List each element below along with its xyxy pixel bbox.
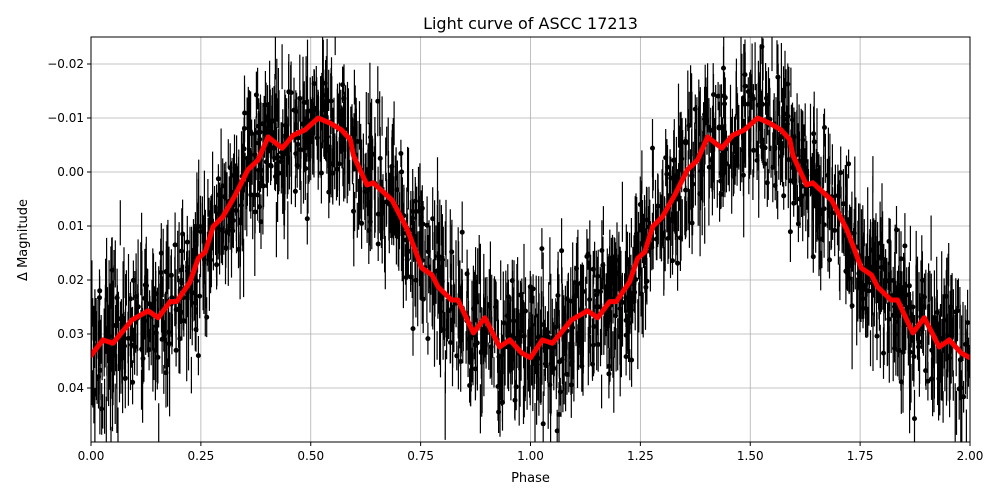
y-tick-label: −0.02 bbox=[47, 57, 84, 71]
x-tick-label: 1.25 bbox=[627, 449, 654, 463]
x-tick-label: 0.00 bbox=[78, 449, 105, 463]
x-tick-label: 1.50 bbox=[737, 449, 764, 463]
x-tick-label: 0.50 bbox=[297, 449, 324, 463]
y-tick-label: 0.03 bbox=[57, 327, 84, 341]
x-tick-label: 1.75 bbox=[847, 449, 874, 463]
y-tick-label: 0.00 bbox=[57, 165, 84, 179]
red-model-line bbox=[91, 115, 970, 361]
x-tick-label: 2.00 bbox=[957, 449, 984, 463]
y-axis-label: Δ Magnitude bbox=[16, 199, 31, 281]
x-axis-ticks: 0.00 0.25 0.50 0.75 1.00 1.25 1.50 1.75 2.00 bbox=[78, 442, 984, 463]
y-tick-label: 0.01 bbox=[57, 219, 84, 233]
chart-title: Light curve of ASCC 17213 bbox=[423, 14, 638, 33]
y-tick-label: −0.01 bbox=[47, 111, 84, 125]
y-tick-label: 0.04 bbox=[57, 381, 84, 395]
y-axis-ticks: −0.02 −0.01 0.00 0.01 0.02 0.03 0.04 bbox=[47, 57, 91, 395]
y-tick-label: 0.02 bbox=[57, 273, 84, 287]
x-tick-label: 0.25 bbox=[188, 449, 215, 463]
x-axis-label: Phase bbox=[511, 471, 550, 486]
x-tick-label: 1.00 bbox=[517, 449, 544, 463]
model-curve bbox=[91, 115, 970, 361]
x-tick-label: 0.75 bbox=[407, 449, 434, 463]
